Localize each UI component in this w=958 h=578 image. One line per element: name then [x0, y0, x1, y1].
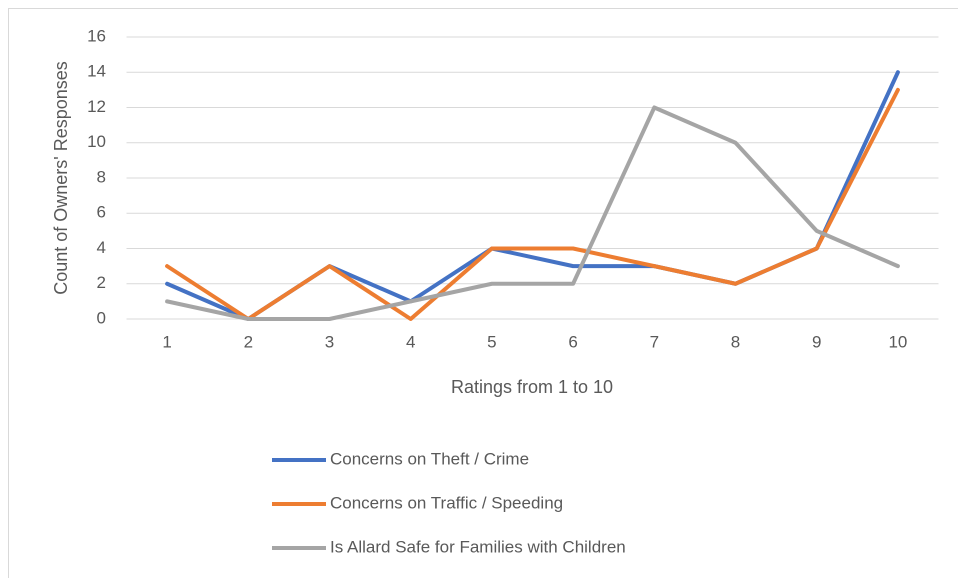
y-tick-label: 14	[87, 62, 106, 81]
y-axis-label: Count of Owners' Responses	[51, 61, 71, 295]
x-tick-label: 3	[325, 332, 334, 351]
legend-label: Is Allard Safe for Families with Childre…	[330, 537, 626, 556]
y-tick-label: 6	[97, 203, 106, 222]
y-tick-label: 10	[87, 132, 106, 151]
y-tick-label: 8	[97, 167, 106, 186]
x-tick-label: 1	[162, 332, 171, 351]
legend-label: Concerns on Theft / Crime	[330, 449, 529, 468]
x-tick-label: 4	[406, 332, 415, 351]
y-tick-label: 0	[97, 308, 106, 327]
x-tick-label: 5	[487, 332, 496, 351]
y-tick-label: 12	[87, 97, 106, 116]
x-tick-label: 9	[812, 332, 821, 351]
y-tick-label: 2	[97, 273, 106, 292]
x-axis-label: Ratings from 1 to 10	[451, 377, 613, 397]
chart-frame	[8, 8, 958, 578]
x-tick-label: 2	[244, 332, 253, 351]
x-tick-label: 10	[888, 332, 907, 351]
y-tick-label: 4	[97, 238, 106, 257]
x-tick-label: 8	[731, 332, 740, 351]
series-line	[165, 105, 900, 321]
y-tick-label: 16	[87, 26, 106, 45]
legend-label: Concerns on Traffic / Speeding	[330, 493, 563, 512]
x-tick-label: 6	[568, 332, 577, 351]
series-line	[165, 87, 900, 321]
x-tick-label: 7	[650, 332, 659, 351]
